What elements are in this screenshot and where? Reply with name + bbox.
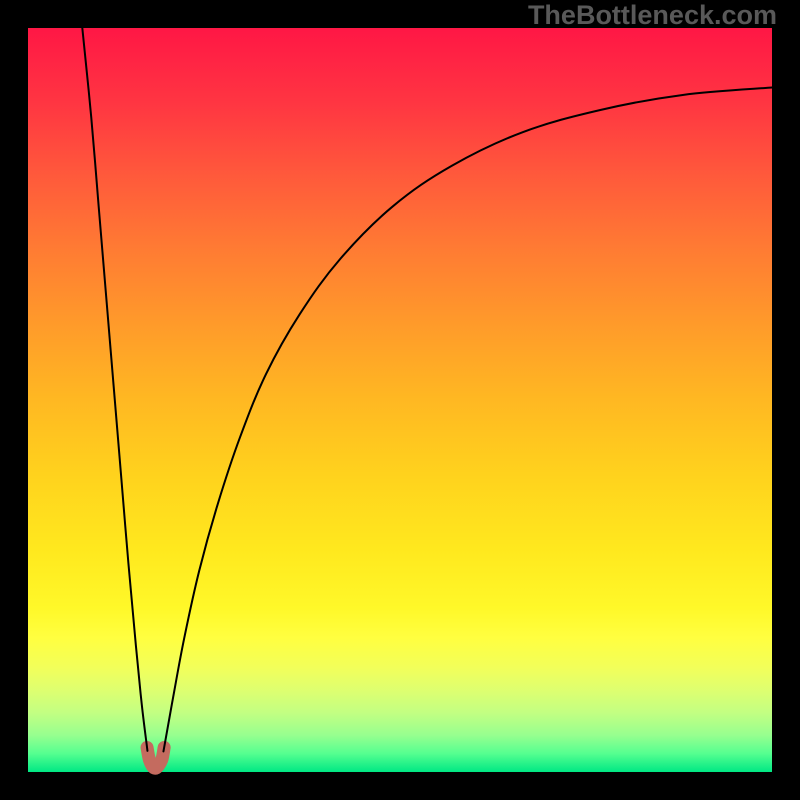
curve-left-branch xyxy=(82,28,147,751)
curve-layer xyxy=(28,28,772,772)
curve-right-branch xyxy=(163,88,772,752)
chart-container: TheBottleneck.com xyxy=(0,0,800,800)
plot-area xyxy=(28,28,772,772)
watermark-text: TheBottleneck.com xyxy=(528,0,777,31)
